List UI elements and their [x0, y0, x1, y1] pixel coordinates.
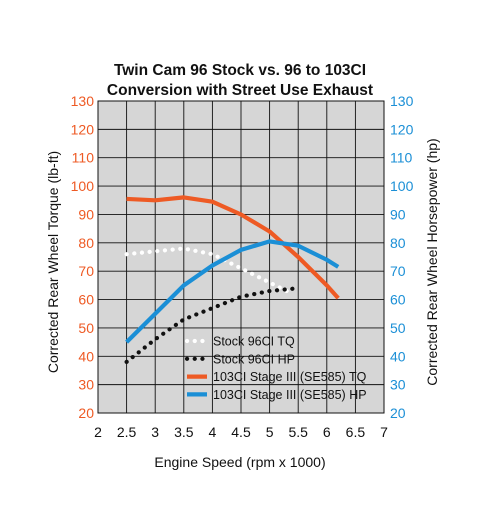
y-tick-label-left: 130 — [71, 93, 95, 109]
chart-title-line-2: Conversion with Street Use Exhaust — [107, 82, 373, 99]
y-tick-label-right: 70 — [390, 263, 406, 279]
x-tick-label: 6 — [323, 424, 331, 440]
y-tick-label-left: 60 — [78, 292, 94, 308]
y-tick-label-right: 100 — [390, 178, 414, 194]
y-tick-label-right: 50 — [390, 320, 406, 336]
legend-label-103ci-stage-iii-se585-tq: 103CI Stage III (SE585) TQ — [213, 370, 367, 384]
y-tick-label-left: 80 — [78, 235, 94, 251]
y-tick-label-right: 120 — [390, 121, 414, 137]
legend-label-stock-96ci-hp: Stock 96CI HP — [213, 352, 295, 366]
y-tick-label-right: 110 — [390, 150, 413, 166]
x-tick-label: 2 — [94, 424, 102, 440]
x-tick-label: 3 — [151, 424, 159, 440]
chart-title-line-1: Twin Cam 96 Stock vs. 96 to 103CI — [114, 62, 366, 79]
y-tick-label-left: 70 — [78, 263, 94, 279]
y-tick-label-left: 40 — [78, 348, 94, 364]
y-tick-label-left: 120 — [71, 121, 95, 137]
x-tick-label: 7 — [380, 424, 388, 440]
x-tick-label: 2.5 — [117, 424, 137, 440]
series-line-stock-96ci-hp — [124, 286, 301, 364]
y-tick-label-left: 90 — [78, 206, 94, 222]
y-tick-label-right: 130 — [390, 93, 414, 109]
y-tick-label-right: 60 — [390, 292, 406, 308]
series-line-stock-96ci-tq — [124, 246, 295, 296]
y-axis-label-right: Corrected Rear Wheel Horsepower (hp) — [424, 138, 440, 385]
x-tick-label: 4 — [209, 424, 217, 440]
x-tick-label: 5.5 — [288, 424, 308, 440]
y-tick-label-left: 100 — [71, 178, 95, 194]
legend-label-103ci-stage-iii-se585-hp: 103CI Stage III (SE585) HP — [213, 388, 367, 402]
legend-label-stock-96ci-tq: Stock 96CI TQ — [213, 335, 295, 349]
y-tick-label-left: 110 — [72, 150, 95, 166]
x-axis-label: Engine Speed (rpm x 1000) — [154, 454, 325, 470]
series-line-103ci-stage-iii-se585-tq — [126, 195, 340, 300]
y-tick-label-left: 50 — [78, 320, 94, 336]
x-tick-label: 6.5 — [346, 424, 366, 440]
series-line-103ci-stage-iii-se585-hp — [125, 239, 340, 344]
y-tick-label-left: 30 — [78, 377, 94, 393]
x-tick-label: 3.5 — [174, 424, 194, 440]
y-tick-label-right: 30 — [390, 377, 406, 393]
y-tick-label-left: 20 — [78, 405, 94, 421]
y-tick-label-right: 40 — [390, 348, 406, 364]
y-axis-label-left: Corrected Rear Wheel Torque (lb-ft) — [45, 151, 61, 373]
x-tick-label: 4.5 — [231, 424, 251, 440]
y-tick-label-right: 20 — [390, 405, 406, 421]
x-tick-label: 5 — [266, 424, 274, 440]
y-tick-label-right: 80 — [390, 235, 406, 251]
plot-frame — [97, 100, 385, 414]
y-tick-label-right: 90 — [390, 206, 406, 222]
